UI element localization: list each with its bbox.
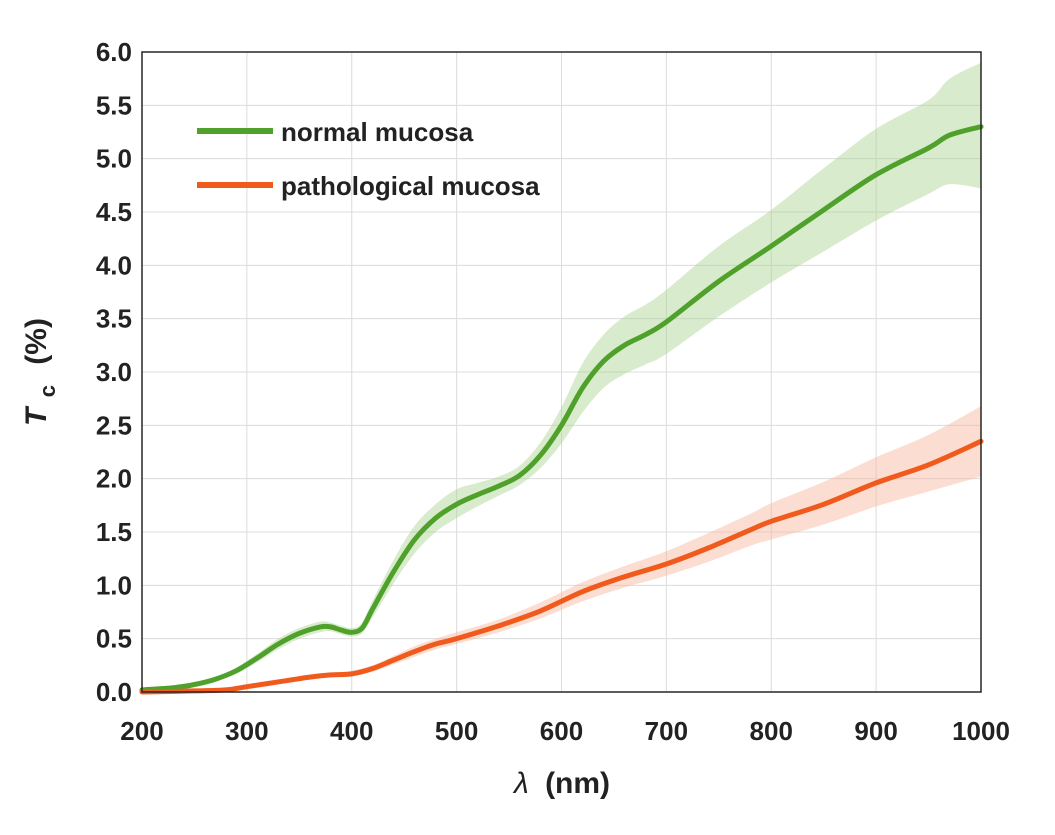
x-tick-label: 1000	[952, 716, 1010, 746]
y-tick-label: 3.0	[96, 357, 132, 387]
x-tick-label: 200	[120, 716, 163, 746]
x-tick-label: 600	[540, 716, 583, 746]
x-tick-label: 900	[854, 716, 897, 746]
legend: normal mucosa pathological mucosa	[197, 117, 540, 201]
x-tick-label: 300	[225, 716, 268, 746]
y-tick-label: 5.5	[96, 90, 132, 120]
legend-label-pathological-mucosa: pathological mucosa	[281, 171, 540, 201]
y-tick-label: 4.0	[96, 250, 132, 280]
y-axis-subscript: c	[35, 385, 60, 397]
line-pathological-mucosa	[139, 438, 984, 695]
band-normal-mucosa	[142, 62, 981, 692]
legend-label-normal-mucosa: normal mucosa	[281, 117, 474, 147]
x-tick-label: 800	[750, 716, 793, 746]
series-lines	[139, 124, 984, 695]
plot-frame	[141, 51, 982, 693]
y-axis-symbol: T	[20, 405, 53, 426]
line-normal-mucosa	[139, 124, 984, 693]
x-axis-unit: (nm)	[545, 767, 610, 800]
x-tick-label: 500	[435, 716, 478, 746]
confidence-bands	[142, 62, 981, 693]
y-tick-labels: 0.0 0.5 1.0 1.5 2.0 2.5 3.0 3.5 4.0 4.5 5.0 5.5 6.0	[96, 37, 132, 707]
x-tick-label: 400	[330, 716, 373, 746]
y-tick-label: 1.0	[96, 570, 132, 600]
y-tick-label: 4.5	[96, 197, 132, 227]
y-tick-label: 3.5	[96, 304, 132, 334]
x-axis-label: λ (nm)	[512, 767, 610, 800]
y-axis-label: T c (%)	[20, 318, 62, 426]
y-tick-label: 0.5	[96, 624, 132, 654]
y-tick-label: 2.5	[96, 410, 132, 440]
x-tick-labels: 200 300 400 500 600 700 800 900 1000	[120, 716, 1010, 746]
x-tick-label: 700	[645, 716, 688, 746]
y-tick-label: 1.5	[96, 517, 132, 547]
y-tick-label: 0.0	[96, 677, 132, 707]
y-tick-label: 2.0	[96, 464, 132, 494]
y-tick-label: 6.0	[96, 37, 132, 67]
y-tick-label: 5.0	[96, 144, 132, 174]
y-axis-unit: (%)	[20, 318, 53, 365]
x-axis-symbol: λ	[512, 767, 529, 800]
